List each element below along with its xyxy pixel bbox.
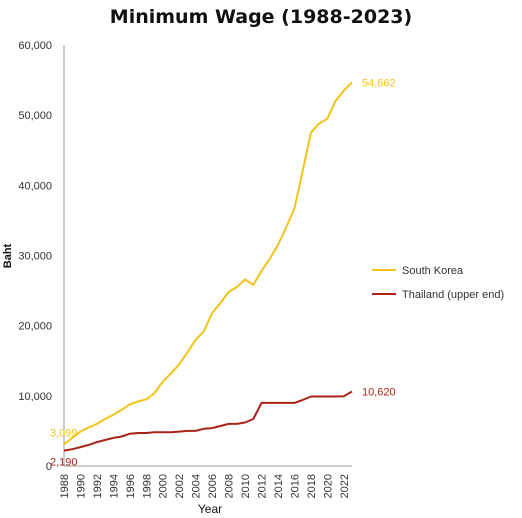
x-tick-label: 2008 bbox=[224, 474, 236, 498]
start-value-label: 3,099 bbox=[50, 427, 78, 439]
x-tick-label: 1988 bbox=[59, 474, 71, 498]
x-tick-label: 2004 bbox=[191, 474, 203, 498]
y-tick-label: 50,000 bbox=[18, 110, 52, 122]
x-tick-label: 2018 bbox=[306, 474, 318, 498]
x-tick-label: 2002 bbox=[174, 474, 186, 498]
y-tick-label: 10,000 bbox=[18, 391, 52, 403]
series-lines bbox=[63, 81, 353, 452]
chart-title: Minimum Wage (1988-2023) bbox=[109, 6, 413, 28]
x-tick-label: 1998 bbox=[141, 474, 153, 498]
x-tick-label: 1992 bbox=[92, 474, 104, 498]
y-tick-label: 30,000 bbox=[18, 251, 52, 263]
y-tick-label: 20,000 bbox=[18, 321, 52, 333]
y-tick-label: 0 bbox=[46, 461, 52, 473]
legend: South Korea Thailand (upper end) bbox=[372, 265, 504, 301]
x-tick-label: 2022 bbox=[339, 474, 351, 498]
y-axis-label: Baht bbox=[2, 243, 14, 268]
x-tick-label: 2016 bbox=[289, 474, 301, 498]
legend-label: Thailand (upper end) bbox=[402, 289, 504, 301]
x-tick-label: 1996 bbox=[125, 474, 137, 498]
start-value-label: 2,190 bbox=[50, 457, 78, 469]
legend-label: South Korea bbox=[402, 265, 464, 277]
end-value-label: 10,620 bbox=[362, 386, 396, 398]
x-tick-label: 1990 bbox=[75, 474, 87, 498]
x-tick-label: 2006 bbox=[207, 474, 219, 498]
series-line-south-korea bbox=[63, 81, 353, 446]
x-axis-ticks: 1988 1990 1992 1994 1996 1998 2000 2002 2004 2006… bbox=[59, 474, 351, 498]
y-tick-label: 60,000 bbox=[18, 40, 52, 52]
y-axis-ticks: 0 10,000 20,000 30,000 40,000 50,000 60,000 bbox=[18, 40, 52, 473]
y-tick-label: 40,000 bbox=[18, 180, 52, 192]
series-line-thailand bbox=[63, 390, 353, 452]
x-tick-label: 2012 bbox=[256, 474, 268, 498]
x-tick-label: 2000 bbox=[158, 474, 170, 498]
x-tick-label: 1994 bbox=[108, 474, 120, 498]
x-tick-label: 2010 bbox=[240, 474, 252, 498]
x-tick-label: 2014 bbox=[273, 474, 285, 498]
x-axis-label: Year bbox=[198, 502, 222, 516]
data-labels: 54,662 3,099 10,620 2,190 bbox=[50, 77, 396, 468]
end-value-label: 54,662 bbox=[362, 77, 396, 89]
x-tick-label: 2020 bbox=[322, 474, 334, 498]
